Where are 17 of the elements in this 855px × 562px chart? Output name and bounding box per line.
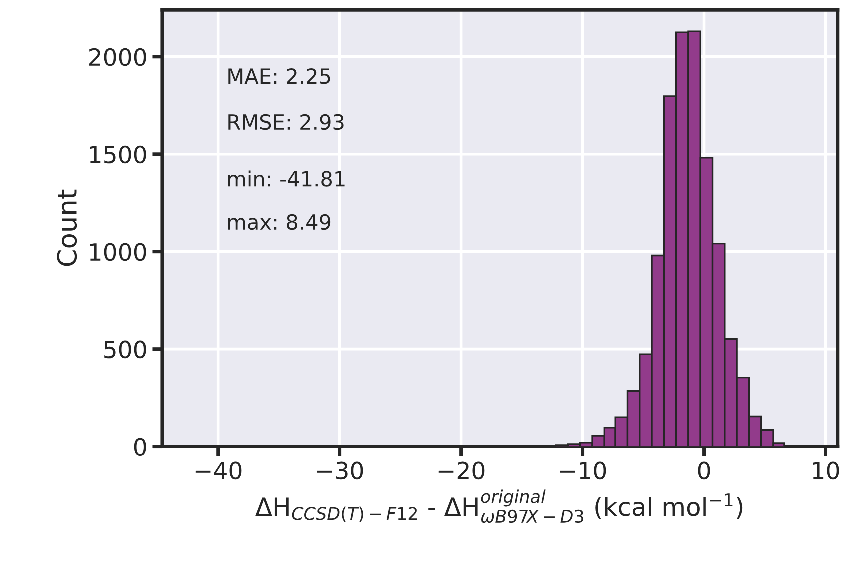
- x-tick-label: 0: [698, 462, 710, 480]
- annotation: max: 8.49: [228, 214, 331, 230]
- x-tick-label: −10: [560, 462, 606, 480]
- y-tick-label: 500: [104, 340, 146, 359]
- x-axis-title: ΔH$_{CCSD(T)−F12}$ - ΔH$^{original}$$_{ωB97X−D3}$ (kcal mol$^{−1}$): [256, 490, 743, 524]
- annotation: min: -41.81: [228, 170, 345, 187]
- y-tick-label: 2000: [90, 48, 146, 66]
- x-tick-label: 10: [813, 462, 840, 480]
- annotation: MAE: 2.25: [228, 68, 330, 84]
- y-tick-label: 1500: [90, 146, 146, 164]
- x-tick-label: −30: [317, 462, 364, 480]
- y-tick-label: 0: [134, 438, 146, 456]
- y-tick-label: 1000: [90, 243, 146, 262]
- x-tick-label: −40: [196, 462, 242, 480]
- annotation: RMSE: 2.93: [228, 114, 344, 130]
- y-axis-title: Count: [57, 190, 78, 266]
- x-tick-label: −20: [438, 462, 485, 480]
